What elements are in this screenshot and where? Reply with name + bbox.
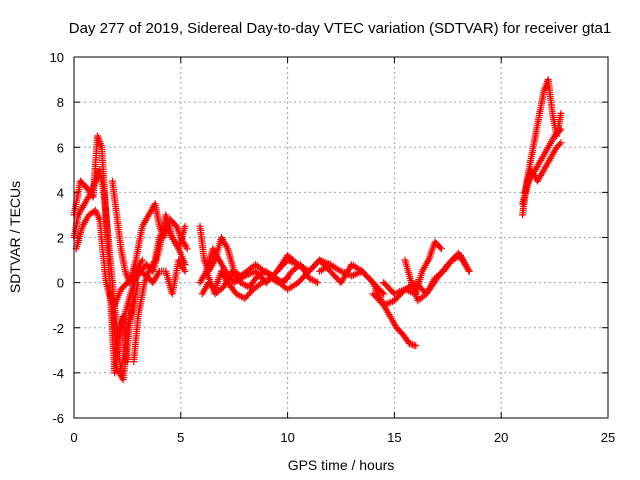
y-axis-label: SDTVAR / TECUs xyxy=(7,181,23,293)
x-axis-label: GPS time / hours xyxy=(288,457,395,473)
x-tick-label: 15 xyxy=(387,430,401,445)
satellite-track-16 xyxy=(401,252,473,305)
satellite-track-6 xyxy=(117,256,189,332)
data-point-markers xyxy=(130,222,189,366)
y-tick-label: 2 xyxy=(57,231,64,246)
data-point-markers xyxy=(521,139,565,196)
chart-title: Day 277 of 2019, Sidereal Day-to-day VTE… xyxy=(69,20,611,37)
plot-frame xyxy=(73,56,609,419)
y-tick-label: 10 xyxy=(50,50,64,65)
data-point-markers xyxy=(117,256,189,332)
satellite-track-19 xyxy=(521,139,565,196)
tick-labels: 0 5 10 15 20 25 -6 -4 -2 0 2 4 6 8 10 xyxy=(50,50,616,445)
y-tick-label: 6 xyxy=(57,140,64,155)
x-tick-label: 5 xyxy=(177,430,184,445)
satellite-track-11 xyxy=(202,261,321,298)
x-tick-label: 10 xyxy=(280,430,294,445)
y-tick-label: -2 xyxy=(52,321,64,336)
x-tick-label: 20 xyxy=(494,430,508,445)
satellite-track-18 xyxy=(519,125,565,208)
x-tick-label: 25 xyxy=(601,430,615,445)
y-tick-label: 4 xyxy=(57,185,64,200)
data-markers xyxy=(70,76,565,384)
y-tick-label: -6 xyxy=(52,411,64,426)
data-point-markers xyxy=(401,252,473,305)
y-tick-label: -4 xyxy=(52,366,64,381)
data-point-markers xyxy=(202,261,321,298)
x-tick-label: 0 xyxy=(70,430,77,445)
satellite-track-7 xyxy=(130,222,189,366)
data-point-markers xyxy=(519,125,565,208)
grid-lines xyxy=(74,57,608,418)
y-tick-label: 0 xyxy=(57,276,64,291)
y-tick-label: 8 xyxy=(57,95,64,110)
